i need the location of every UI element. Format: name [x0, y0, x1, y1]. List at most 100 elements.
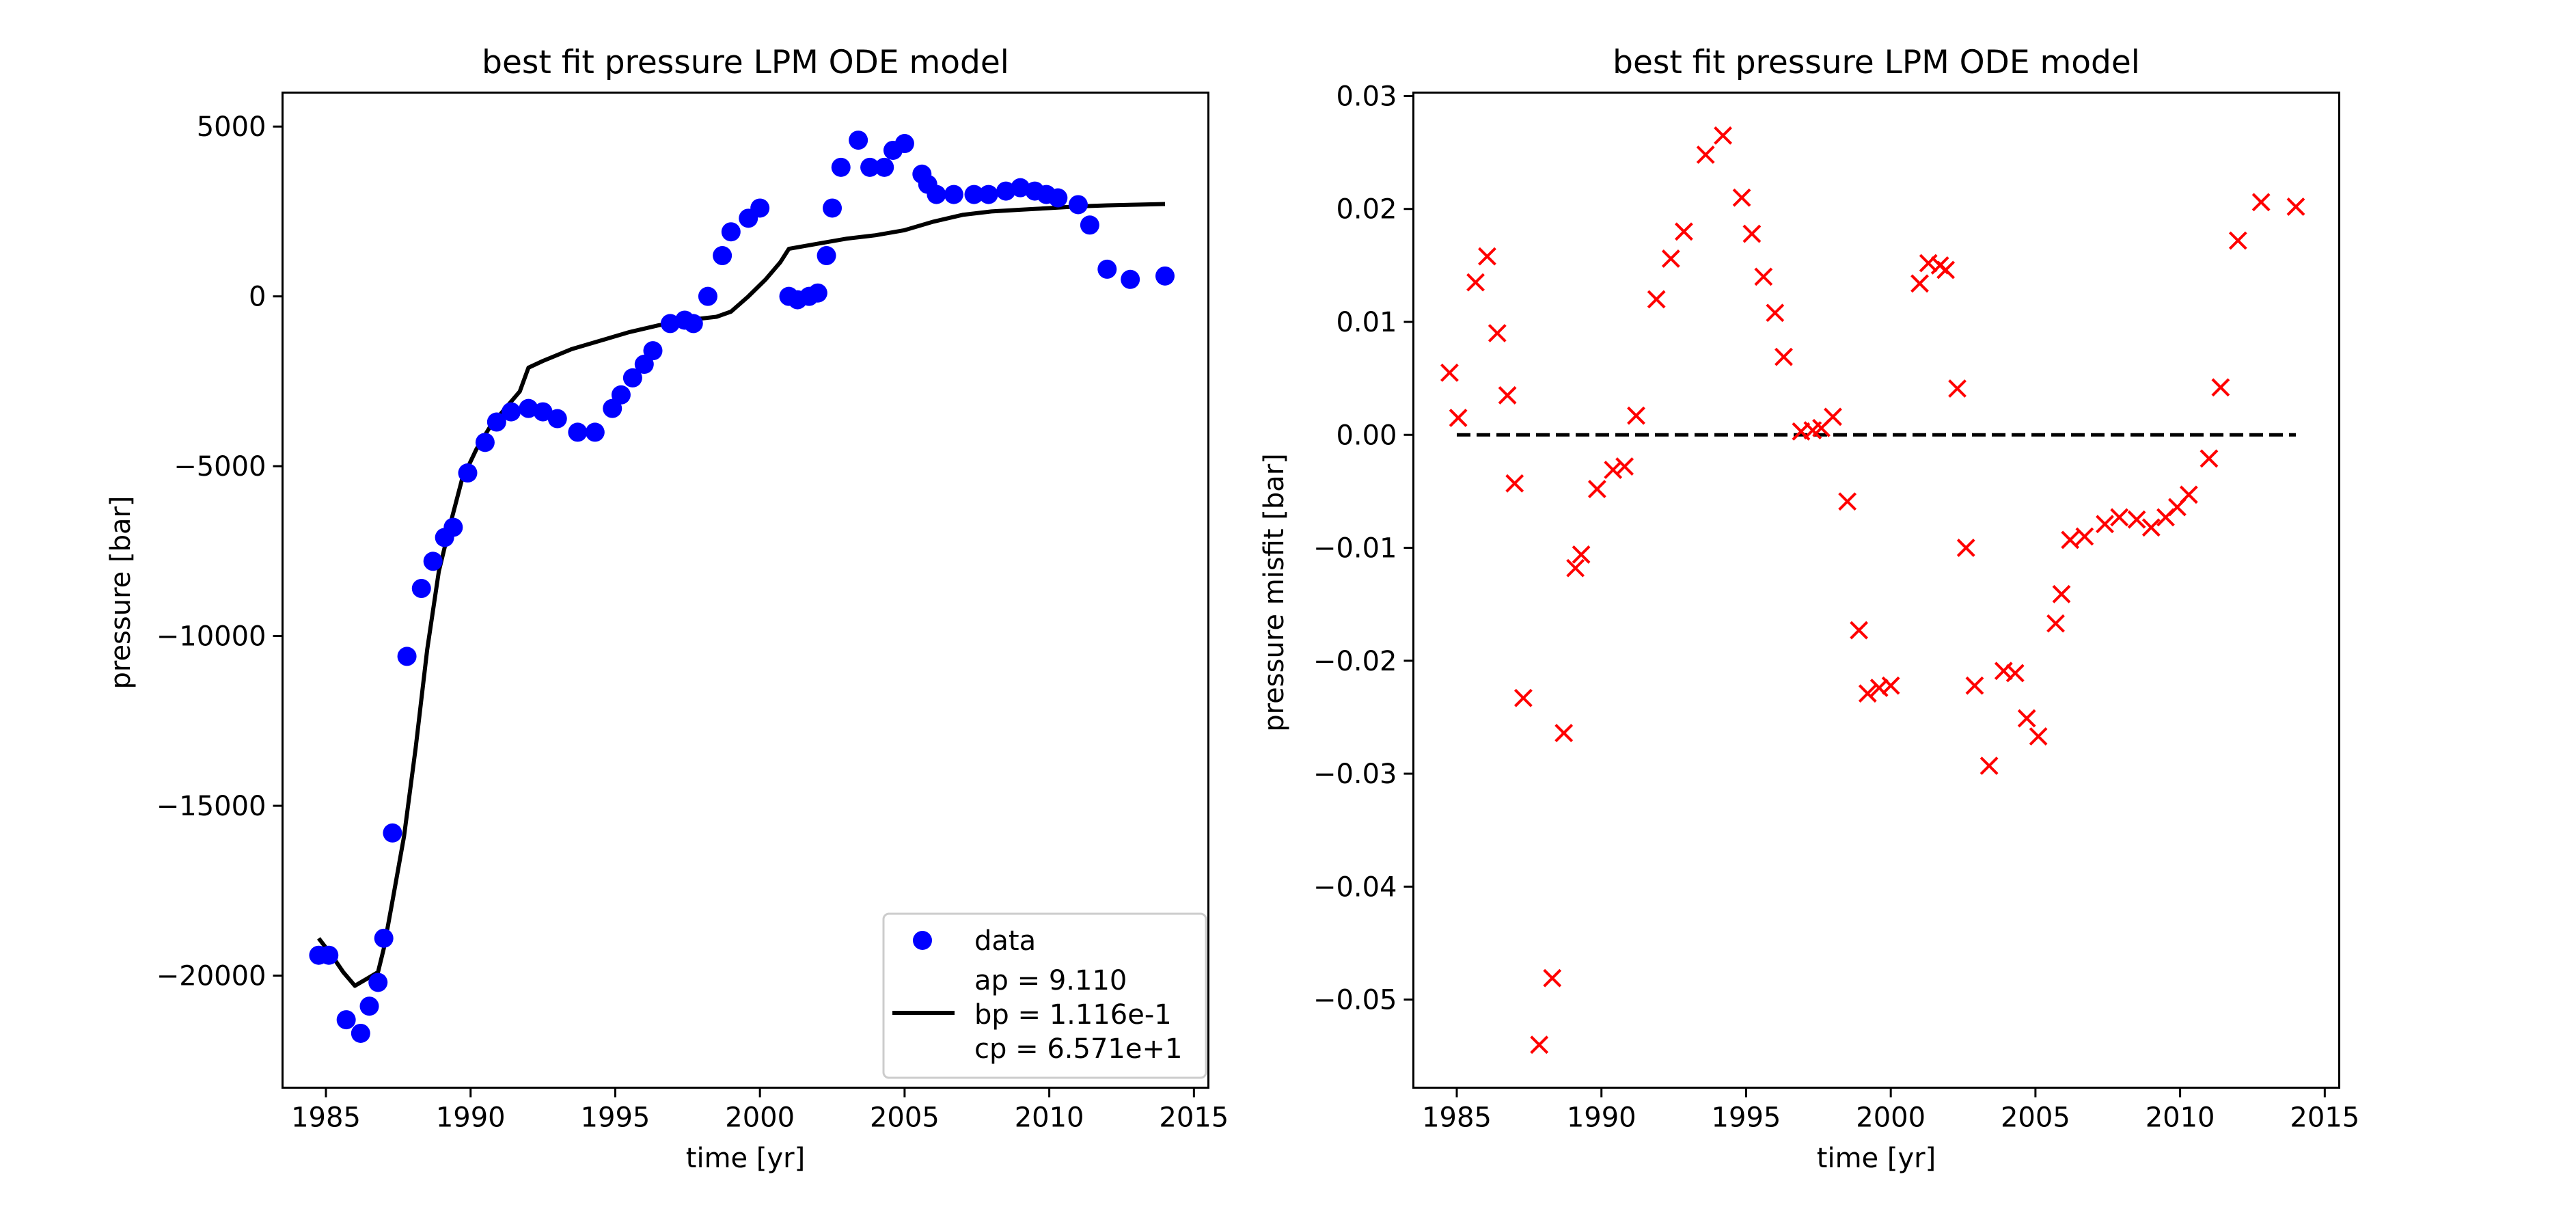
misfit-point [1466, 273, 1485, 292]
misfit-point [2110, 508, 2129, 527]
misfit-point [1440, 363, 1459, 382]
data-point [698, 286, 717, 306]
misfit-point [1647, 290, 1666, 309]
data-point [860, 157, 880, 177]
x-tick-label: 2010 [2146, 1102, 2215, 1134]
y-tick-label: −0.05 [1313, 985, 1397, 1016]
data-point [411, 579, 431, 599]
data-point [359, 996, 379, 1016]
data-point [1011, 178, 1030, 198]
x-tick-label: 1985 [1422, 1102, 1492, 1134]
data-point [750, 198, 770, 218]
data-point [443, 517, 463, 537]
misfit-point [1478, 247, 1496, 266]
data-point [634, 355, 654, 375]
data-point [808, 283, 827, 303]
misfit-chart: best fit pressure LPM ODE model time [yr… [1259, 44, 2359, 1174]
misfit-point [1554, 724, 1574, 742]
misfit-point [2251, 193, 2271, 212]
misfit-point [2061, 530, 2080, 549]
axis-ticks: 1985 1990 1995 2000 2005 2010 2015 −0.05 −0.04 −0… [1313, 81, 2359, 1133]
data-point [721, 222, 741, 242]
data-point [894, 134, 914, 154]
misfit-point [1979, 757, 1999, 775]
data-point [944, 185, 963, 204]
misfit-point [1566, 558, 1585, 578]
data-point [319, 945, 339, 965]
misfit-point [1948, 379, 1967, 398]
misfit-point [1543, 968, 1562, 988]
misfit-point [1604, 461, 1623, 479]
data-point [849, 131, 868, 150]
y-tick-label: −10000 [156, 621, 266, 653]
misfit-point [1530, 1035, 1549, 1055]
misfit-point [2141, 518, 2161, 537]
misfit-point [1838, 492, 1857, 511]
chart-title: best fit pressure LPM ODE model [482, 44, 1009, 81]
data-point [1080, 215, 1099, 235]
data-point [585, 422, 605, 442]
misfit-point [1824, 407, 1842, 426]
misfit-point [1858, 684, 1877, 703]
misfit-point [1714, 126, 1732, 145]
misfit-point [1627, 406, 1645, 425]
data-point [502, 402, 521, 422]
data-point [397, 647, 417, 666]
data-point [660, 314, 680, 334]
x-axis-label: time [yr] [686, 1143, 805, 1174]
data-point [533, 402, 553, 422]
misfit-point [1488, 324, 1507, 342]
x-tick-label: 2005 [2001, 1102, 2070, 1134]
axis-ticks: 1985 1990 1995 2000 2005 2010 2015 −20000 −15000… [156, 111, 1229, 1133]
misfit-point [1766, 303, 1785, 323]
x-tick-label: 2015 [2290, 1102, 2359, 1134]
data-point [996, 181, 1016, 201]
misfit-point [1732, 188, 1751, 207]
data-point [823, 198, 842, 218]
y-tick-label: −15000 [156, 791, 266, 822]
misfit-point [1505, 474, 1524, 493]
data-point [351, 1023, 370, 1043]
data-point [374, 928, 394, 948]
y-tick-label: 0.03 [1336, 81, 1397, 112]
data-point [487, 412, 506, 432]
x-tick-label: 1995 [1712, 1102, 1781, 1134]
plot-frame [1412, 92, 2340, 1089]
misfit-point [1956, 539, 1975, 557]
misfit-point [2017, 709, 2036, 728]
misfit-point [1936, 260, 1956, 280]
misfit-point [1742, 224, 1762, 243]
y-axis-label: pressure [bar] [105, 495, 137, 689]
y-tick-label: 0.01 [1336, 307, 1397, 338]
data-point [1155, 266, 1175, 286]
misfit-point [1498, 386, 1517, 405]
x-tick-label: 2010 [1015, 1102, 1084, 1134]
data-point [622, 368, 642, 388]
x-tick-label: 2005 [870, 1102, 940, 1134]
plot-area [1440, 126, 2305, 1055]
misfit-point [2075, 527, 2094, 546]
y-tick-label: 0 [249, 282, 266, 313]
x-tick-label: 1985 [291, 1102, 361, 1134]
x-tick-label: 1990 [1567, 1102, 1636, 1134]
misfit-point [2096, 515, 2114, 534]
misfit-point [2052, 584, 2071, 603]
misfit-point [2286, 198, 2305, 216]
data-point [519, 398, 538, 418]
misfit-point [1513, 688, 1533, 707]
y-tick-label: −0.02 [1313, 646, 1397, 677]
misfit-point [2211, 378, 2230, 397]
plot-area [309, 131, 1175, 1043]
x-tick-label: 2015 [1159, 1102, 1229, 1134]
x-tick-label: 1995 [581, 1102, 650, 1134]
x-axis-label: time [yr] [1817, 1143, 1936, 1174]
legend-model-label-bp: bp = 1.116e-1 [974, 999, 1172, 1031]
data-point [458, 463, 478, 483]
data-point [1121, 269, 1140, 289]
data-point [1068, 195, 1088, 215]
legend-model-label-cp: cp = 6.571e+1 [974, 1033, 1182, 1065]
misfit-point [2228, 231, 2247, 250]
y-tick-label: 0.00 [1336, 420, 1397, 451]
misfit-point [2029, 727, 2048, 746]
